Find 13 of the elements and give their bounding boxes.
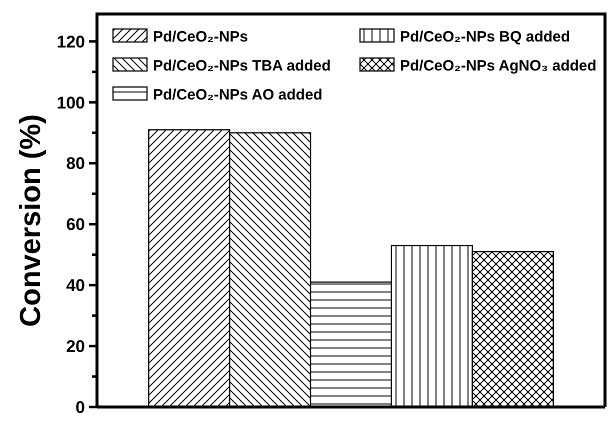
y-tick-label: 0 (76, 398, 85, 417)
legend-label: Pd/CeO₂-NPs AO added (153, 86, 322, 104)
y-tick-label: 20 (66, 337, 85, 356)
y-tick-label: 40 (66, 276, 85, 296)
y-tick-label: 100 (56, 93, 85, 112)
y-tick-label: 60 (66, 215, 85, 234)
legend-label: Pd/CeO₂-NPs BQ added (400, 28, 570, 46)
y-axis-title: Conversion (%) (15, 114, 47, 327)
y-tick-label: 80 (66, 154, 85, 174)
legend-label: Pd/CeO₂-NPs (153, 28, 248, 46)
legend-label: Pd/CeO₂-NPs AgNO₃ added (400, 57, 596, 74)
legend-label: Pd/CeO₂-NPs TBA added (153, 57, 331, 74)
y-tick-label: 120 (56, 32, 85, 52)
